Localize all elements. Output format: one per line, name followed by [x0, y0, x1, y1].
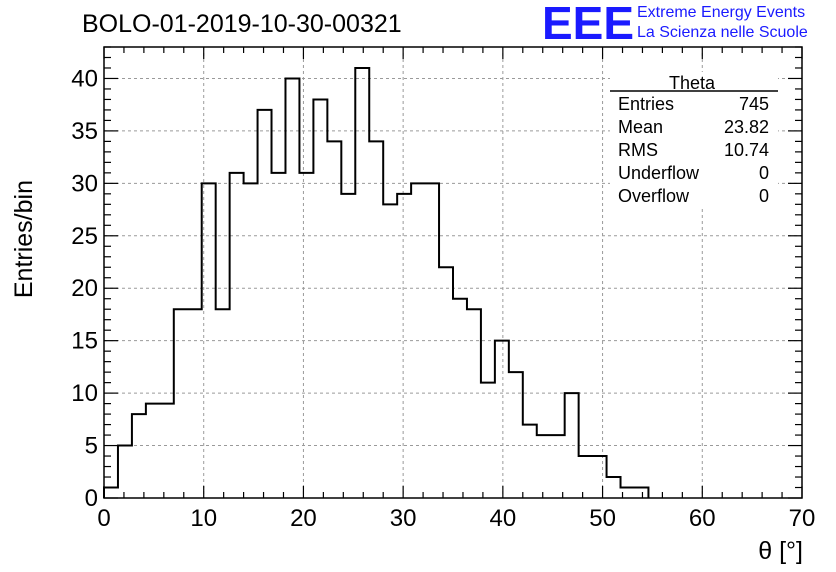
y-tick-label: 30	[71, 170, 98, 197]
eee-logo: EEE	[542, 0, 635, 49]
y-tick-label: 15	[71, 328, 98, 355]
x-axis-label: θ [°]	[758, 537, 803, 565]
histogram-bin	[132, 414, 146, 498]
stats-row-value: 10.74	[724, 140, 769, 160]
histogram-bin	[188, 309, 202, 498]
histogram-bin	[355, 68, 369, 498]
y-tick-label: 25	[71, 223, 98, 250]
y-tick-label: 20	[71, 275, 98, 302]
histogram-bin	[593, 456, 607, 498]
histogram-bin	[537, 435, 551, 498]
stats-row-value: 0	[759, 186, 769, 206]
x-tick-label: 20	[290, 505, 317, 532]
histogram-bins	[104, 68, 648, 498]
histogram-bin	[453, 299, 467, 498]
histogram-bin	[258, 110, 272, 498]
histogram-bin	[327, 141, 341, 498]
stats-box: Theta Entries 745 Mean 23.82 RMS 10.74 Underfl…	[610, 72, 778, 208]
histogram-bin	[579, 456, 593, 498]
histogram-bin	[146, 404, 160, 498]
histogram-bin	[369, 141, 383, 498]
chart-title: BOLO-01-2019-10-30-00321	[82, 10, 402, 38]
histogram-bin	[439, 267, 453, 498]
x-tick-label: 60	[689, 505, 716, 532]
histogram-bin	[397, 194, 411, 498]
axes: 0 10 20 30 40 50 60 70 0 5 10 15 20 25 30 35 40	[71, 46, 816, 532]
histogram-bin	[495, 341, 509, 498]
histogram-bin	[634, 488, 648, 498]
histogram-bin	[341, 194, 355, 498]
y-tick-label: 10	[71, 380, 98, 407]
stats-row-label: Overflow	[618, 186, 690, 206]
histogram-bin	[551, 435, 565, 498]
histogram-bin	[607, 477, 621, 498]
histogram-bin	[313, 99, 327, 498]
x-tick-label: 0	[97, 505, 110, 532]
stats-title: Theta	[669, 73, 716, 93]
histogram-bin	[160, 404, 174, 498]
histogram-bin	[383, 204, 397, 498]
histogram-outline	[103, 66, 650, 498]
histogram-bin	[509, 372, 523, 498]
plot-frame	[103, 46, 803, 499]
y-tick-label: 40	[71, 65, 98, 92]
histogram-bin	[230, 173, 244, 498]
stats-row-label: Entries	[618, 94, 674, 114]
histogram-bin	[299, 173, 313, 498]
y-axis-label: Entries/bin	[10, 180, 38, 298]
y-tick-label: 0	[85, 485, 98, 512]
y-tick-label: 5	[85, 433, 98, 460]
histogram-bin	[272, 173, 286, 498]
x-tick-label: 70	[789, 505, 816, 532]
stats-row-value: 23.82	[724, 117, 769, 137]
histogram-bin	[216, 309, 230, 498]
stats-row-label: Mean	[618, 117, 663, 137]
histogram-bin	[481, 383, 495, 498]
eee-tagline-line1: Extreme Energy Events	[637, 4, 806, 21]
x-tick-label: 40	[490, 505, 517, 532]
eee-tagline: Extreme Energy Events La Scienza nelle S…	[637, 3, 808, 43]
histogram-bin	[174, 309, 188, 498]
eee-tagline-line2: La Scienza nelle Scuole	[637, 24, 808, 41]
y-tick-label: 35	[71, 118, 98, 145]
stats-row-label: RMS	[618, 140, 658, 160]
histogram-bin	[523, 425, 537, 498]
x-tick-label: 50	[589, 505, 616, 532]
histogram-bin	[104, 488, 118, 498]
x-tick-label: 30	[390, 505, 417, 532]
histogram-bin	[118, 446, 132, 498]
x-tick-label: 10	[190, 505, 217, 532]
histogram-bin	[467, 309, 481, 498]
stats-row-label: Underflow	[618, 163, 700, 183]
stats-row-value: 0	[759, 163, 769, 183]
stats-row-value: 745	[739, 94, 769, 114]
